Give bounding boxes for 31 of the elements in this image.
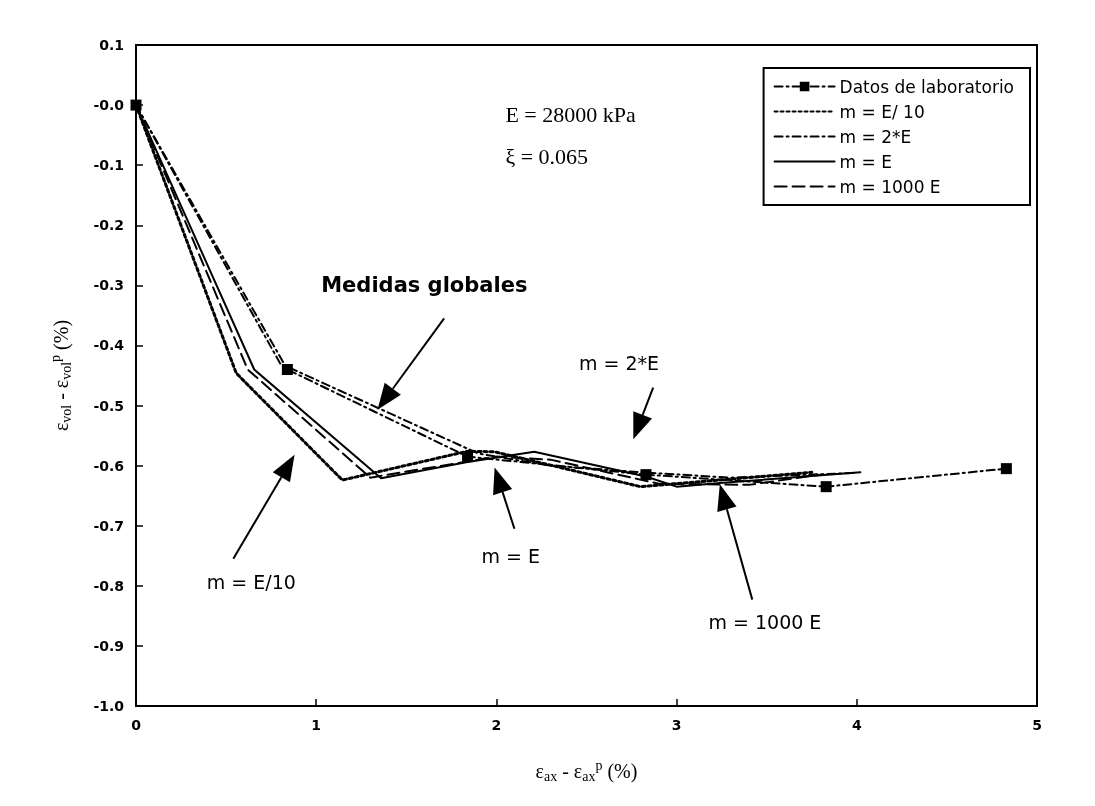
y-tick-label: -0.5 [93, 397, 124, 414]
y-tick-label: -0.4 [93, 337, 125, 354]
y-tick-label: -0.2 [93, 217, 124, 234]
y-tick-label: -1.0 [93, 698, 125, 714]
y-tick-label: -0.9 [93, 637, 124, 654]
legend-label: Datos de laboratorio [839, 76, 1015, 97]
x-tick-label: 1 [311, 717, 322, 733]
annotation: m = E [481, 544, 541, 567]
legend-label: m = E/ 10 [839, 101, 925, 122]
annotation: ξ = 0.065 [505, 143, 589, 169]
x-tick-label: 2 [491, 717, 502, 733]
y-tick-label: -0.3 [93, 277, 124, 294]
y-tick-label: -0.7 [93, 517, 124, 534]
legend-label: m = 1000 E [839, 176, 941, 197]
y-axis-title: εvol - εvolp (%) [47, 319, 74, 432]
annotation: Medidas globales [321, 273, 528, 298]
y-tick-label: -0.1 [93, 157, 124, 174]
legend-label: m = 2*E [839, 126, 912, 147]
y-tick-label: -0.6 [93, 457, 124, 474]
annotation: m = 1000 E [708, 611, 822, 634]
y-tick-label: -0.0 [93, 97, 125, 114]
legend-label: m = E [839, 151, 892, 172]
y-tick-label: -0.8 [93, 577, 124, 594]
x-tick-label: 5 [1032, 717, 1042, 733]
annotation: E = 28000 kPa [505, 101, 636, 127]
annotation: m = E/10 [206, 570, 296, 593]
x-tick-label: 4 [851, 717, 862, 733]
annotation: m = 2*E [578, 352, 659, 375]
x-tick-label: 0 [131, 717, 142, 733]
y-tick-label: 0.1 [99, 37, 124, 53]
x-tick-label: 3 [671, 717, 682, 733]
